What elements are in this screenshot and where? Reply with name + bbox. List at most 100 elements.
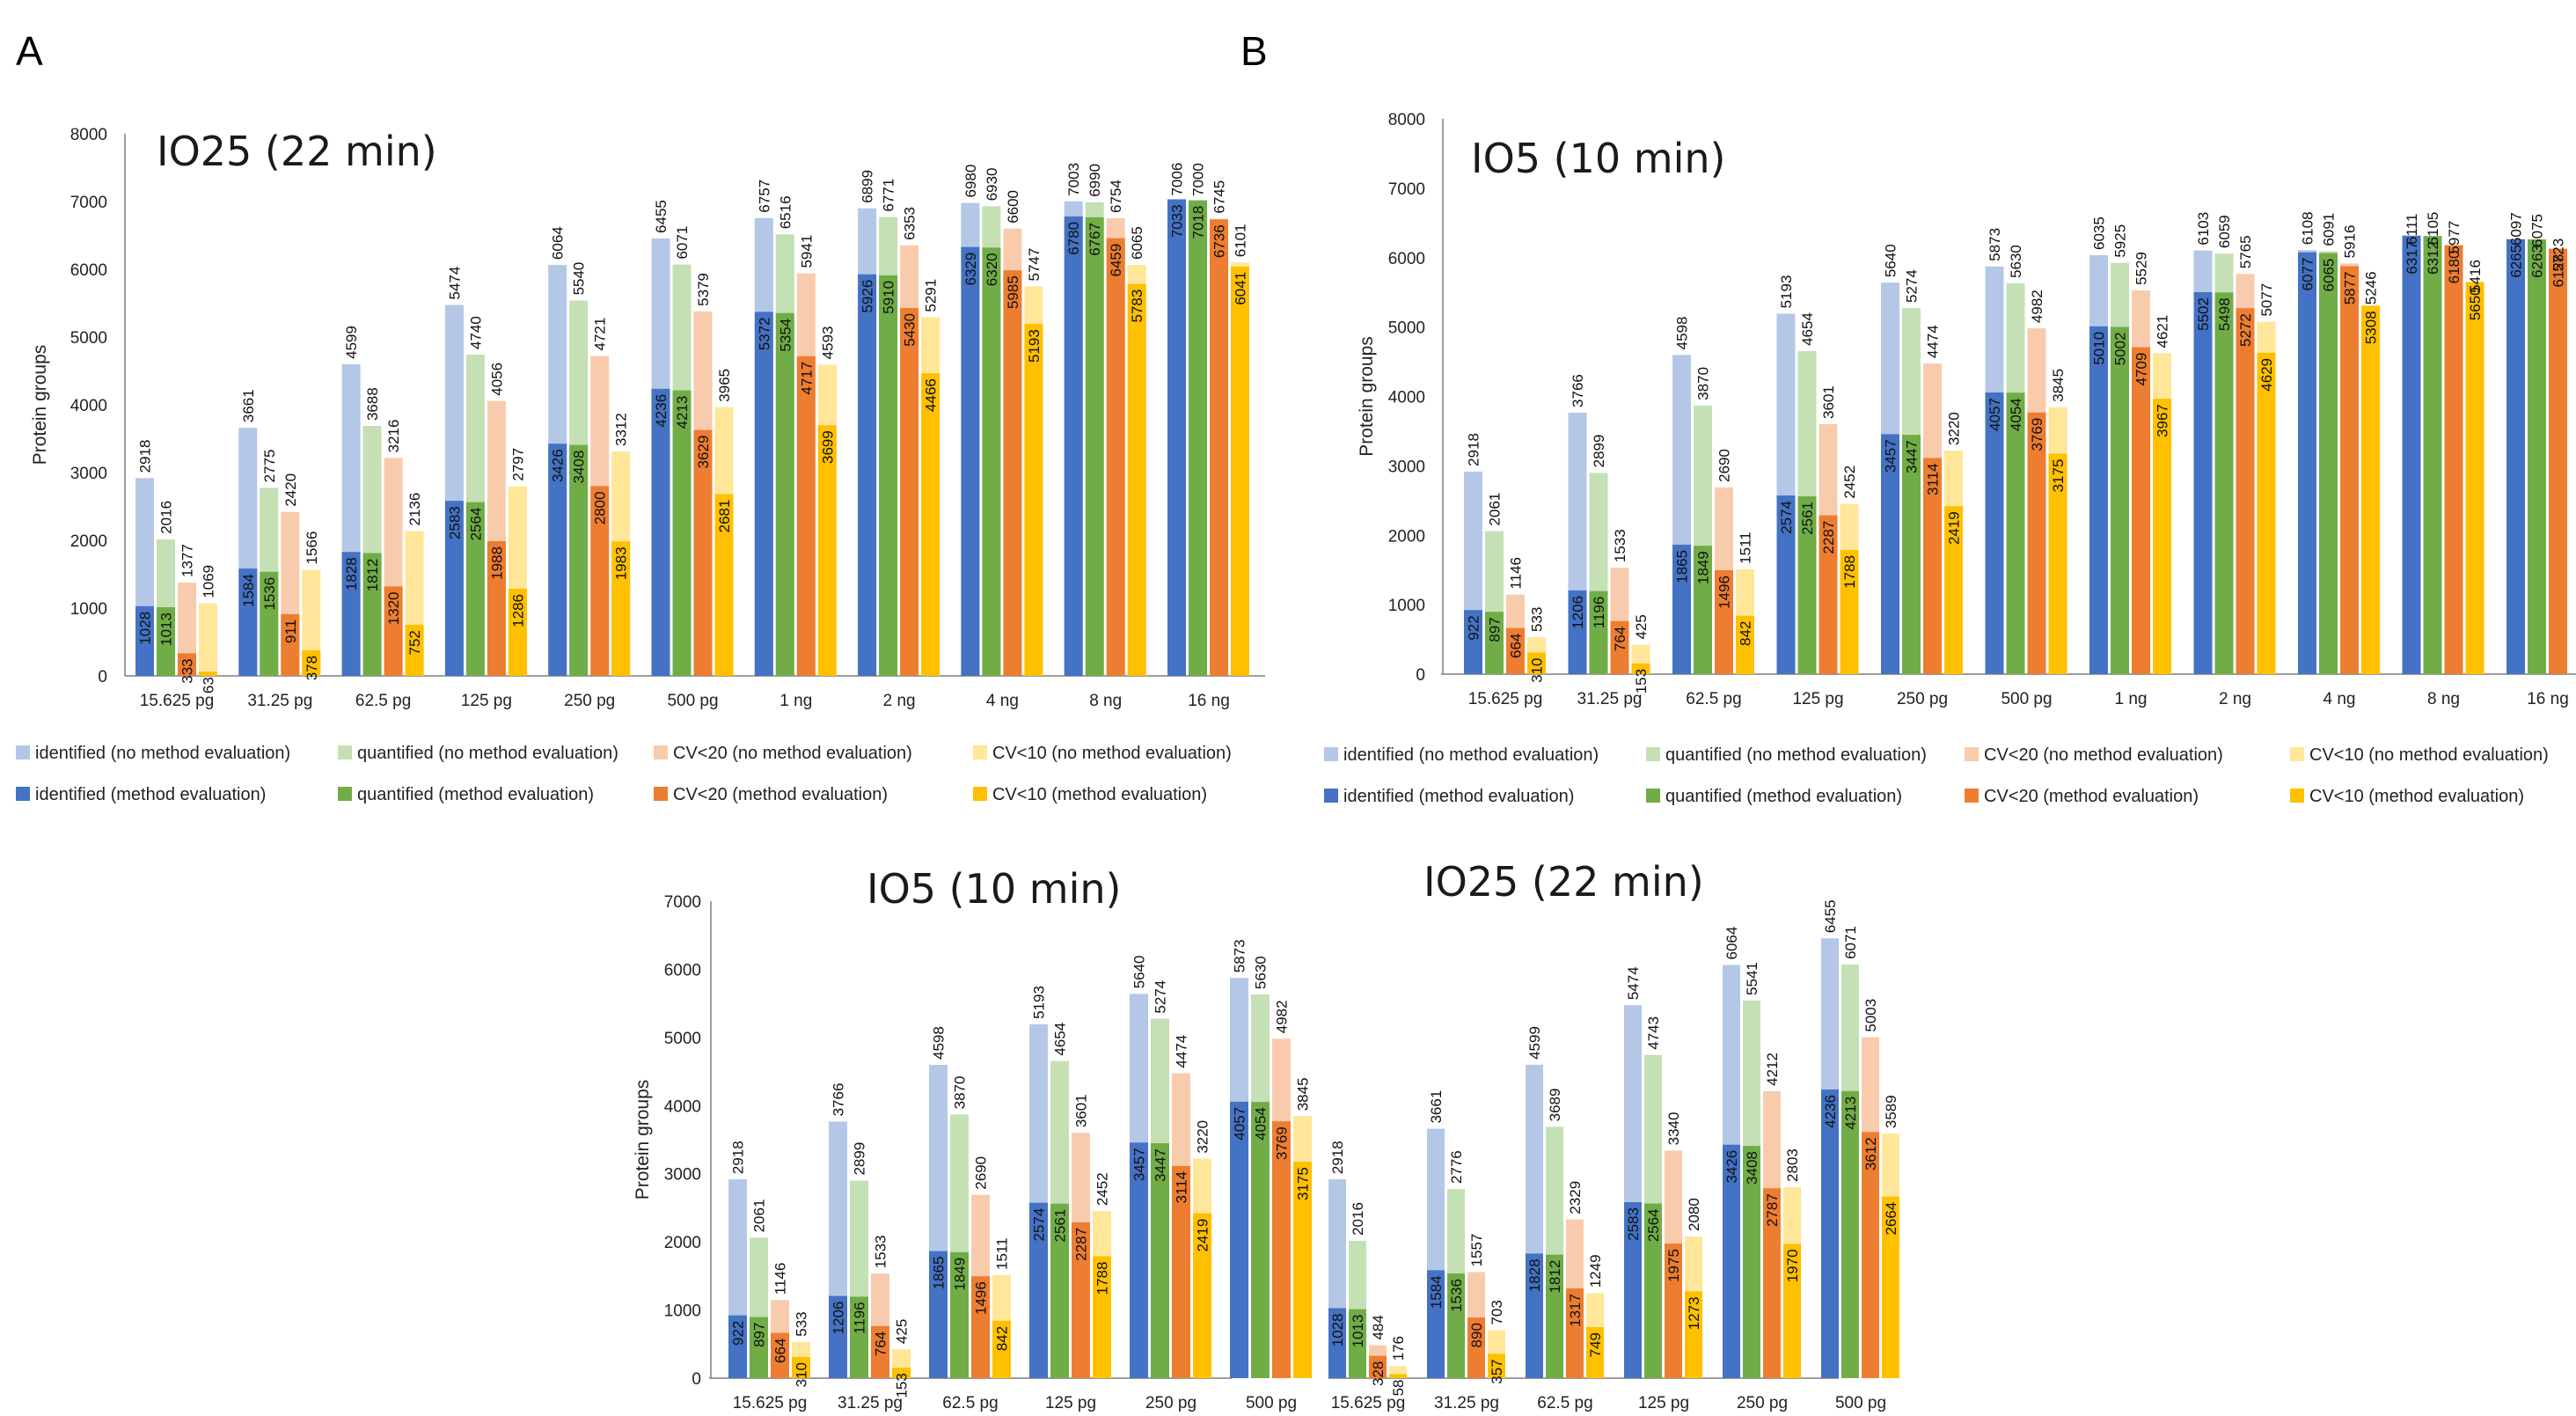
data-label-method: 3408: [571, 451, 588, 484]
bar-cv20-dark: [2340, 266, 2359, 674]
data-label-method: 3175: [2050, 459, 2067, 493]
y-axis-label: Protein groups: [1357, 336, 1377, 457]
data-label-no-method: 2016: [1350, 1202, 1366, 1236]
data-label-no-method: 2452: [1841, 466, 1858, 499]
data-label-method: 1788: [1094, 1262, 1111, 1295]
data-label-no-method: 484: [1370, 1315, 1387, 1339]
data-label-method: 4057: [1987, 398, 2003, 431]
x-tick-label: 125 pg: [1792, 690, 1843, 708]
data-label-no-method: 5723: [2550, 238, 2567, 272]
data-label-no-method: 4474: [1174, 1035, 1190, 1068]
data-label-method: 1028: [1329, 1313, 1346, 1346]
bar-cv10-dark: [792, 1356, 810, 1378]
data-label-no-method: 5274: [1904, 269, 1921, 303]
data-label-no-method: 4982: [1274, 1000, 1291, 1033]
x-tick-label: 8 ng: [2427, 690, 2460, 708]
data-label-no-method: 5941: [798, 235, 815, 268]
x-tick-label: 250 pg: [1145, 1394, 1197, 1412]
bar-cv10-dark: [2465, 282, 2485, 674]
data-label-no-method: 5977: [2446, 221, 2463, 254]
bar-identified-dark: [1821, 1090, 1839, 1378]
data-label-no-method: 4740: [467, 316, 484, 349]
legend-b: identified (no method evaluation) quantif…: [1324, 745, 2549, 806]
data-label-no-method: 4593: [819, 326, 836, 360]
data-label-method: 310: [794, 1362, 810, 1387]
bar-identified-dark: [1624, 1202, 1642, 1378]
x-tick-label: 62.5 pg: [1686, 690, 1741, 708]
data-label-no-method: 2775: [261, 449, 278, 482]
bar-identified-dark: [1568, 590, 1587, 674]
y-tick-label: 8000: [1388, 111, 1425, 129]
y-tick-label: 5000: [1388, 319, 1425, 338]
data-label-method: 3175: [1295, 1167, 1312, 1200]
bar-identified-dark: [651, 388, 670, 676]
legend-swatch: [1646, 747, 1660, 761]
legend-swatch: [338, 787, 352, 801]
bar-cv10-dark: [1586, 1327, 1604, 1378]
data-label-no-method: 5873: [1232, 939, 1248, 972]
bar-cv10-dark: [817, 425, 837, 676]
data-label-no-method: 5474: [446, 267, 463, 300]
x-tick-label: 15.625 pg: [1331, 1394, 1406, 1412]
legend-swatch: [16, 787, 30, 801]
data-label-method: 6128: [2550, 254, 2567, 288]
x-tick-label: 16 ng: [1188, 692, 1230, 710]
bar-quantified-dark: [1644, 1203, 1662, 1378]
data-label-no-method: 7000: [1190, 163, 1207, 196]
bar-cv10-dark: [405, 625, 424, 676]
data-label-method: 1206: [831, 1302, 847, 1335]
legend-label: CV<20 (method evaluation): [1984, 787, 2199, 806]
bar-cv10-dark: [302, 649, 321, 676]
bar-identified-dark: [1230, 1101, 1248, 1378]
x-tick-label: 1 ng: [2115, 690, 2148, 708]
data-label-method: 4629: [2258, 358, 2275, 392]
data-label-no-method: 3220: [1946, 412, 1963, 445]
data-label-method: 3629: [695, 436, 712, 469]
bar-identified-dark: [1985, 393, 2004, 674]
data-label-no-method: 2452: [1094, 1172, 1111, 1206]
bar-cv20-dark: [178, 653, 196, 676]
bar-cv10-light: [302, 569, 321, 676]
data-label-method: 4236: [1822, 1095, 1839, 1128]
x-tick-label: 8 ng: [1089, 692, 1122, 710]
y-tick-label: 7000: [70, 194, 107, 212]
data-label-method: 2564: [1645, 1208, 1662, 1242]
data-label-no-method: 2690: [1716, 449, 1733, 482]
data-label-method: 7033: [1169, 204, 1186, 238]
legend-label: quantified (method evaluation): [1665, 787, 1902, 806]
legend-swatch: [2290, 747, 2304, 761]
data-label-no-method: 6105: [2425, 212, 2441, 246]
bar-quantified-dark: [2214, 292, 2234, 674]
data-label-no-method: 4654: [1799, 312, 1816, 346]
data-label-no-method: 4056: [488, 363, 505, 396]
bar-cv10-dark: [1389, 1374, 1407, 1378]
data-label-no-method: 2918: [1329, 1141, 1346, 1174]
y-tick-label: 6000: [664, 961, 701, 979]
data-label-method: 7018: [1190, 206, 1207, 239]
bar-quantified-dark: [1797, 496, 1817, 674]
y-tick-label: 7000: [664, 893, 701, 912]
y-tick-label: 2000: [70, 532, 107, 551]
data-label-method: 3967: [2155, 404, 2171, 437]
data-label-method: 3114: [1174, 1171, 1190, 1204]
data-label-no-method: 1249: [1587, 1254, 1604, 1288]
bar-quantified-dark: [1050, 1203, 1069, 1378]
data-label-method: 3769: [2029, 418, 2045, 451]
data-label-method: 6180: [2446, 251, 2463, 284]
data-label-method: 3769: [1274, 1126, 1291, 1160]
data-label-method: 1828: [1526, 1258, 1543, 1292]
bar-cv20-dark: [971, 1276, 990, 1378]
chart-title: IO25 (22 min): [1423, 858, 1704, 906]
data-label-method: 4213: [1842, 1097, 1859, 1130]
bar-cv10-dark: [1882, 1196, 1899, 1378]
x-tick-label: 4 ng: [986, 692, 1019, 710]
data-label-method: 890: [1468, 1323, 1485, 1347]
data-label-method: 3699: [819, 430, 836, 464]
bar-cv20-dark: [1566, 1288, 1584, 1378]
data-label-no-method: 2061: [751, 1200, 768, 1233]
data-label-method: 357: [1489, 1359, 1505, 1383]
data-label-method: 4054: [1253, 1107, 1270, 1141]
bar-cv10-dark: [199, 671, 217, 676]
data-label-no-method: 6071: [674, 226, 691, 260]
